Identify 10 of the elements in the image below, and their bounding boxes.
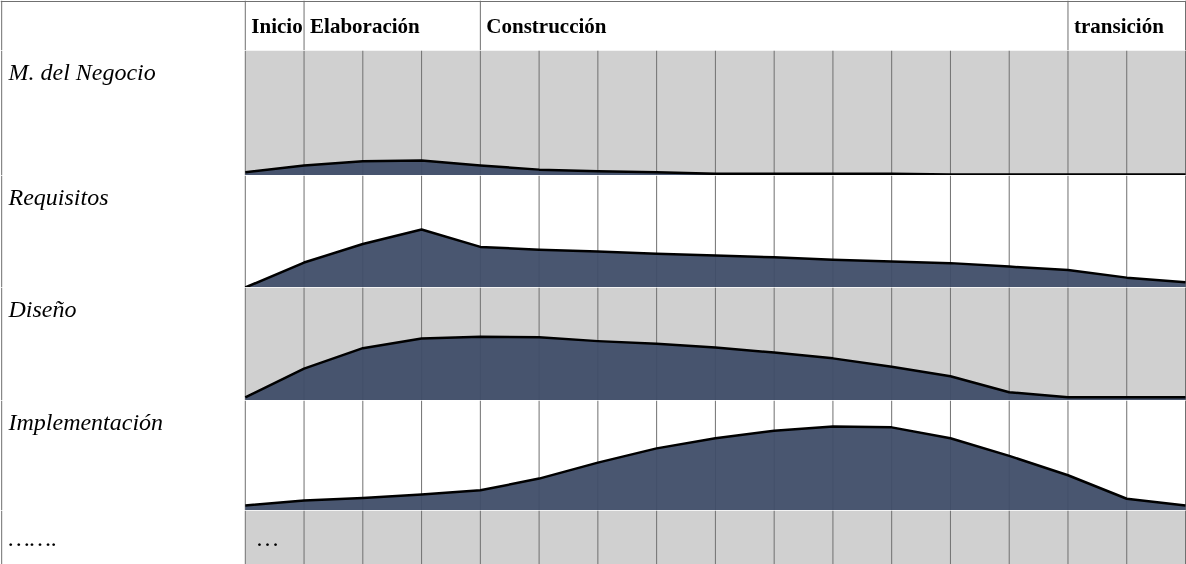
text: ……. [8,524,58,551]
text: transición [1073,13,1165,38]
text: Requisitos [7,183,109,210]
text: … [257,524,279,551]
text: M. del Negocio [7,58,156,85]
text: Elaboración [310,13,421,38]
text: Diseño [7,295,77,322]
text: Implementación [7,408,164,435]
text: Inicio [251,13,303,38]
text: Construcción [486,13,607,38]
